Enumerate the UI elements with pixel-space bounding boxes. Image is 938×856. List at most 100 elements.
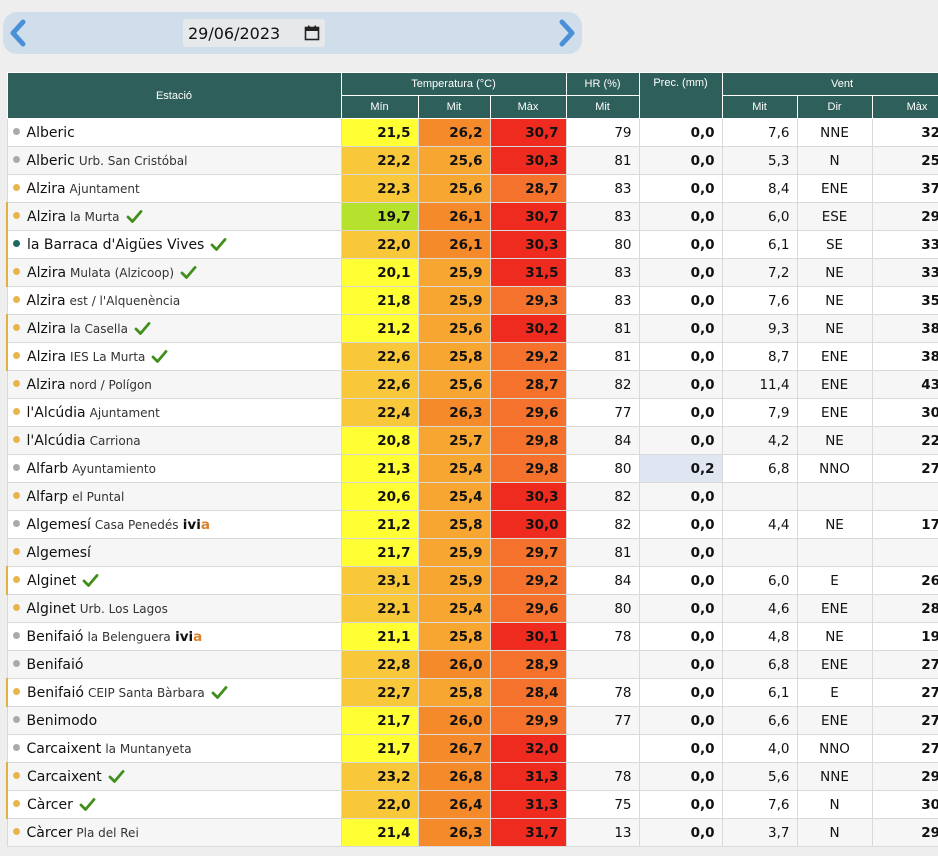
temp-mit-cell: 25,9 xyxy=(417,286,491,315)
station-name[interactable]: Alginet xyxy=(26,600,76,617)
prec-cell: 0,0 xyxy=(638,790,723,819)
station-cell[interactable]: Benifaió la Belenguera ivia xyxy=(6,622,342,651)
station-cell[interactable]: Càrcer xyxy=(6,790,342,819)
header-temp-mit[interactable]: Mit xyxy=(417,95,491,119)
header-station[interactable]: Estació xyxy=(6,72,342,119)
station-name[interactable]: Alfarb xyxy=(26,460,69,477)
calendar-icon[interactable] xyxy=(304,25,320,45)
station-name[interactable]: Alzira xyxy=(26,180,66,197)
station-cell[interactable]: Benifaió CEIP Santa Bàrbara xyxy=(6,678,342,707)
checkmark-icon xyxy=(126,209,143,224)
header-wind-mit[interactable]: Mit xyxy=(721,95,798,119)
wind-max-cell: 29,0 xyxy=(871,202,938,231)
station-cell[interactable]: Alginet Urb. Los Lagos xyxy=(6,594,342,623)
station-name[interactable]: Carcaixent xyxy=(27,768,102,785)
station-cell[interactable]: l'Alcúdia Carriona xyxy=(6,426,342,455)
station-cell[interactable]: Algemesí xyxy=(6,538,342,567)
station-cell[interactable]: Alzira la Casella xyxy=(6,314,342,343)
station-name[interactable]: l'Alcúdia xyxy=(26,404,86,421)
next-day-button[interactable] xyxy=(554,15,580,51)
station-cell[interactable]: Alzira la Murta xyxy=(6,202,342,231)
station-name[interactable]: Alberic xyxy=(26,124,75,141)
station-name[interactable]: Càrcer xyxy=(27,796,73,813)
station-name[interactable]: l'Alcúdia xyxy=(26,432,86,449)
header-wind-max[interactable]: Màx xyxy=(871,95,938,119)
temp-max-cell: 30,3 xyxy=(489,146,567,175)
station-name[interactable]: Alfarp xyxy=(26,488,69,505)
header-hr-mit[interactable]: Mit xyxy=(565,95,640,119)
prec-cell: 0,0 xyxy=(638,482,723,511)
table-row: Benifaió la Belenguera ivia 21,1 25,8 30,1 78… xyxy=(6,622,938,651)
station-cell[interactable]: Alginet xyxy=(6,566,342,595)
station-name[interactable]: Carcaixent xyxy=(26,740,102,757)
temp-mit-cell: 26,7 xyxy=(417,734,491,763)
previous-day-button[interactable] xyxy=(5,15,31,51)
prec-cell: 0,0 xyxy=(638,706,723,735)
station-name[interactable]: Algemesí xyxy=(26,544,91,561)
station-name[interactable]: Alzira xyxy=(27,264,67,281)
station-cell[interactable]: l'Alcúdia Ajuntament xyxy=(6,398,342,427)
header-temp-min[interactable]: Mín xyxy=(340,95,419,119)
temp-max-cell: 30,7 xyxy=(489,202,567,231)
wind-dir-cell: ENE xyxy=(796,370,873,399)
station-cell[interactable]: Benimodo xyxy=(6,706,342,735)
station-cell[interactable]: la Barraca d'Aigües Vives xyxy=(6,230,342,259)
station-cell[interactable]: Carcaixent xyxy=(6,762,342,791)
station-cell[interactable]: Càrcer Pla del Rei xyxy=(6,818,342,847)
station-name[interactable]: Benifaió xyxy=(26,656,84,673)
station-cell[interactable]: Alfarp el Puntal xyxy=(6,482,342,511)
temp-min-cell: 23,1 xyxy=(340,566,419,595)
wind-dir-cell: NNO xyxy=(796,454,873,483)
station-cell[interactable]: Alzira nord / Polígon xyxy=(6,370,342,399)
station-name[interactable]: Benimodo xyxy=(26,712,98,729)
prec-cell: 0,0 xyxy=(638,398,723,427)
station-status-dot xyxy=(12,296,20,303)
temp-max-cell: 30,3 xyxy=(489,230,567,259)
temp-max-cell: 30,3 xyxy=(489,482,567,511)
temp-mit-cell: 26,4 xyxy=(417,790,491,819)
station-cell[interactable]: Alzira Ajuntament xyxy=(6,174,342,203)
station-status-dot xyxy=(13,772,20,779)
station-cell[interactable]: Benifaió xyxy=(6,650,342,679)
station-name[interactable]: Alberic xyxy=(26,152,75,169)
station-cell[interactable]: Carcaixent la Muntanyeta xyxy=(6,734,342,763)
station-name[interactable]: la Barraca d'Aigües Vives xyxy=(27,236,205,253)
table-row: Alzira est / l'Alquenència 21,8 25,9 29,3 83 0… xyxy=(6,286,938,315)
date-input[interactable]: 29/06/2023 xyxy=(183,19,325,47)
station-name[interactable]: Alzira xyxy=(26,292,66,309)
station-name[interactable]: Benifaió xyxy=(27,684,84,701)
station-cell[interactable]: Alberic Urb. San Cristóbal xyxy=(6,146,342,175)
station-cell[interactable]: Alzira Mulata (Alzicoop) xyxy=(6,258,342,287)
header-wind-dir[interactable]: Dir xyxy=(796,95,873,119)
station-name[interactable]: Alzira xyxy=(27,208,67,225)
station-status-dot xyxy=(12,464,20,471)
station-name[interactable]: Benifaió xyxy=(26,628,84,645)
header-temp-max[interactable]: Màx xyxy=(489,95,567,119)
station-name[interactable]: Algemesí xyxy=(26,516,91,533)
station-name[interactable]: Alzira xyxy=(27,320,67,337)
wind-mit-cell: 4,0 xyxy=(721,734,798,763)
station-name[interactable]: Alzira xyxy=(26,376,66,393)
station-cell[interactable]: Algemesí Casa Penedés ivia xyxy=(6,510,342,539)
wind-dir-cell: NE xyxy=(796,286,873,315)
station-name[interactable]: Càrcer xyxy=(26,824,73,841)
station-name[interactable]: Alginet xyxy=(27,572,77,589)
station-name[interactable]: Alzira xyxy=(27,348,67,365)
temp-min-cell: 20,6 xyxy=(340,482,419,511)
temp-max-cell: 29,6 xyxy=(489,398,567,427)
station-status-dot xyxy=(12,520,20,527)
header-prec[interactable]: Prec. (mm) xyxy=(638,72,723,119)
wind-max-cell: 29,0 xyxy=(871,818,938,847)
temp-min-cell: 22,8 xyxy=(340,650,419,679)
station-cell[interactable]: Alzira est / l'Alquenència xyxy=(6,286,342,315)
prec-cell: 0,2 xyxy=(638,454,723,483)
station-cell[interactable]: Alberic xyxy=(6,118,342,147)
station-cell[interactable]: Alzira IES La Murta xyxy=(6,342,342,371)
temp-min-cell: 22,3 xyxy=(340,174,419,203)
checkmark-icon xyxy=(134,321,151,336)
temp-max-cell: 30,1 xyxy=(489,622,567,651)
station-cell[interactable]: Alfarb Ayuntamiento xyxy=(6,454,342,483)
